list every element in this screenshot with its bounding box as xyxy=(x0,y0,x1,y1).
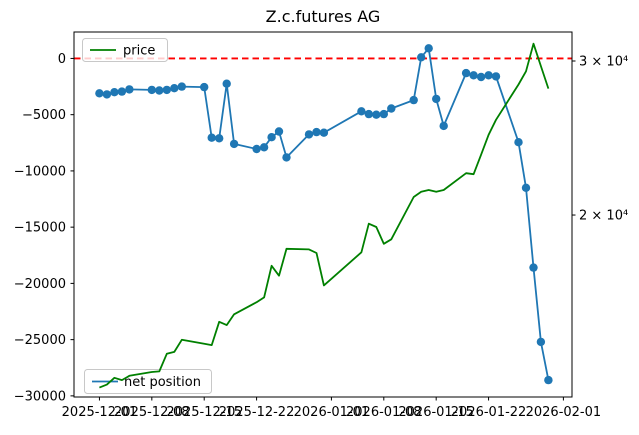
legend-price: price xyxy=(82,38,168,62)
plot-border xyxy=(73,31,573,398)
y-left-tick-label: −30000 xyxy=(14,389,66,404)
net-position-point xyxy=(102,90,112,99)
net-position-point xyxy=(439,121,448,131)
x-tick-label: 2026-01-08 xyxy=(346,405,422,420)
net-position-point xyxy=(491,72,501,81)
net-position-point xyxy=(229,139,239,149)
y-right-tick-label: 3 × 10⁴ xyxy=(579,55,628,70)
net-position-point xyxy=(521,183,531,192)
x-tick-label: 2025-12-08 xyxy=(114,405,190,420)
net-position-point xyxy=(110,88,119,97)
net-position-point xyxy=(529,263,538,272)
x-tick-label: 2025-12-01 xyxy=(62,405,138,420)
chart-title: Z.c.futures AG xyxy=(266,7,381,26)
net-position-point xyxy=(95,89,104,98)
net-position-point xyxy=(117,87,127,96)
y-left-tick-label: −20000 xyxy=(14,277,66,292)
net-position-point xyxy=(461,68,471,78)
x-tick-label: 2026-02-01 xyxy=(526,405,602,420)
x-tick-label: 2025-12-22 xyxy=(219,405,295,420)
legend-price-box xyxy=(82,38,168,62)
x-tick-label: 2026-01-22 xyxy=(451,405,527,420)
net-position-point xyxy=(379,109,388,119)
y-left-tick-label: −15000 xyxy=(14,221,66,236)
price-series xyxy=(99,42,550,389)
net-position-line xyxy=(99,47,550,381)
net-position-point xyxy=(364,109,373,119)
net-position-point xyxy=(514,138,523,147)
net-position-point xyxy=(312,127,321,137)
net-position-point xyxy=(319,128,329,137)
y-left-tick-label: −25000 xyxy=(14,333,66,348)
net-position-point xyxy=(432,94,441,104)
net-position-point xyxy=(424,44,433,53)
net-position-point xyxy=(222,79,231,88)
legend-net-label: net position xyxy=(124,375,201,390)
net-position-point xyxy=(282,153,291,162)
net-position-point xyxy=(469,71,478,80)
legend-net-position: net position xyxy=(84,369,212,394)
net-position-point xyxy=(409,95,418,105)
y-left-tick-label: −5000 xyxy=(22,108,66,123)
net-position-point xyxy=(252,144,261,154)
axes: 2025-12-012025-12-082025-12-152025-12-22… xyxy=(14,31,628,420)
price-line xyxy=(99,42,550,389)
net-position-point xyxy=(484,71,493,80)
net-position-point xyxy=(200,82,209,92)
net-position-point xyxy=(155,86,164,95)
net-position-point xyxy=(304,130,314,139)
net-position-point xyxy=(259,143,269,152)
net-position-point xyxy=(170,84,179,93)
y-left-tick-label: 0 xyxy=(58,52,66,67)
net-position-point xyxy=(417,53,426,62)
net-position-point xyxy=(162,85,171,95)
net-position-point xyxy=(177,82,186,91)
net-position-point xyxy=(536,337,546,347)
x-tick-label: 2025-12-15 xyxy=(166,405,242,420)
legend-price-label: price xyxy=(123,44,155,59)
net-position-point xyxy=(267,133,276,142)
net-position-point xyxy=(357,107,366,116)
net-position-point xyxy=(274,127,284,136)
x-tick-label: 2026-01-15 xyxy=(398,405,474,420)
net-position-point xyxy=(147,85,156,95)
net-position-point xyxy=(544,375,553,385)
net-position-point xyxy=(372,110,381,119)
net-position-point xyxy=(215,134,224,143)
y-left-tick-label: −10000 xyxy=(14,164,66,179)
legend-net-box xyxy=(84,369,212,394)
x-tick-label: 2026-01-01 xyxy=(294,405,370,420)
net-position-point xyxy=(387,104,396,113)
net-position-point xyxy=(207,133,216,142)
y-right-tick-label: 2 × 10⁴ xyxy=(579,209,628,224)
net-position-point xyxy=(125,85,134,94)
net-position-point xyxy=(476,72,486,82)
net-position-series xyxy=(95,44,553,385)
